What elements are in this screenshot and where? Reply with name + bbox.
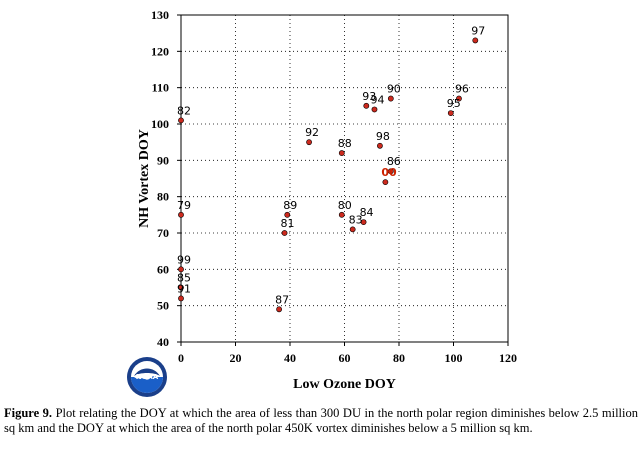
chart-grid	[181, 15, 508, 342]
y-axis-title: NH Vortex DOY	[137, 129, 152, 228]
point-label: 92	[305, 126, 319, 139]
x-tick-label: 80	[393, 351, 405, 365]
x-tick-label: 60	[339, 351, 351, 365]
data-point	[338, 150, 345, 156]
point-label: 90	[387, 83, 401, 96]
data-point	[178, 117, 184, 124]
y-axis-ticks: 40 50 60 70 80 90 100 110 120 130	[151, 8, 181, 349]
data-point	[178, 295, 184, 302]
data-point	[306, 139, 312, 146]
x-tick-label: 20	[230, 351, 242, 365]
point-label: 97	[471, 24, 485, 37]
data-point	[387, 168, 394, 175]
x-tick-label: 120	[499, 351, 517, 365]
data-point	[276, 306, 282, 313]
point-label: 93	[362, 90, 376, 103]
data-point	[382, 179, 389, 186]
data-point	[387, 95, 394, 102]
y-tick-label: 50	[157, 299, 169, 313]
y-tick-label: 100	[151, 117, 169, 131]
y-tick-label: 90	[157, 153, 169, 167]
data-point	[284, 211, 291, 218]
point-label: 99	[177, 253, 191, 266]
y-tick-label: 40	[157, 335, 169, 349]
x-axis-title: Low Ozone DOY	[293, 377, 396, 392]
data-point	[371, 106, 378, 113]
svg-text:NOAA: NOAA	[136, 373, 159, 381]
point-label: 88	[338, 137, 352, 150]
x-tick-label: 40	[284, 351, 296, 365]
y-tick-label: 120	[151, 44, 169, 58]
y-tick-label: 130	[151, 8, 169, 22]
figure-caption: Figure 9. Plot relating the DOY at which…	[4, 406, 638, 436]
y-tick-label: 60	[157, 262, 169, 276]
point-label: 96	[455, 83, 469, 96]
data-point	[472, 37, 479, 44]
caption-text: Plot relating the DOY at which the area …	[4, 406, 638, 435]
data-point	[338, 211, 345, 218]
point-label: 85	[177, 272, 191, 285]
point-label: 84	[360, 206, 374, 219]
data-point	[178, 284, 184, 291]
y-tick-label: 70	[157, 226, 169, 240]
data-point	[377, 142, 383, 149]
point-label: 79	[177, 199, 191, 212]
noaa-logo: NOAA	[126, 356, 168, 398]
point-label: 87	[275, 293, 289, 306]
point-label: 98	[376, 130, 390, 143]
point-label: 82	[177, 104, 191, 117]
point-label: 86	[387, 155, 401, 168]
point-label: 89	[283, 199, 297, 212]
point-label: 80	[338, 199, 352, 212]
data-point	[349, 226, 356, 233]
x-tick-label: 0	[178, 351, 184, 365]
plot-frame	[180, 14, 509, 343]
y-tick-label: 80	[157, 190, 169, 204]
x-axis-ticks: 0 20 40 60 80 100 120	[178, 342, 517, 365]
point-label: 81	[281, 217, 295, 230]
data-point	[447, 110, 454, 116]
data-point	[360, 219, 367, 225]
data-point	[178, 266, 184, 273]
point-label: 91	[177, 282, 191, 295]
y-tick-label: 110	[152, 81, 169, 95]
point-label: 00	[381, 166, 397, 179]
point-label: 94	[370, 93, 384, 106]
figure-label: Figure 9.	[4, 406, 53, 420]
data-point	[178, 211, 184, 218]
data-point	[363, 102, 370, 109]
scatter-chart: 0 20 40 60 80 100 120 40 50 60 70 80 90 100 110 120 130…	[137, 8, 517, 392]
point-label: 83	[349, 213, 363, 226]
data-point	[456, 95, 462, 102]
data-point	[281, 230, 288, 236]
point-label: 95	[447, 97, 461, 110]
x-tick-label: 100	[445, 351, 463, 365]
